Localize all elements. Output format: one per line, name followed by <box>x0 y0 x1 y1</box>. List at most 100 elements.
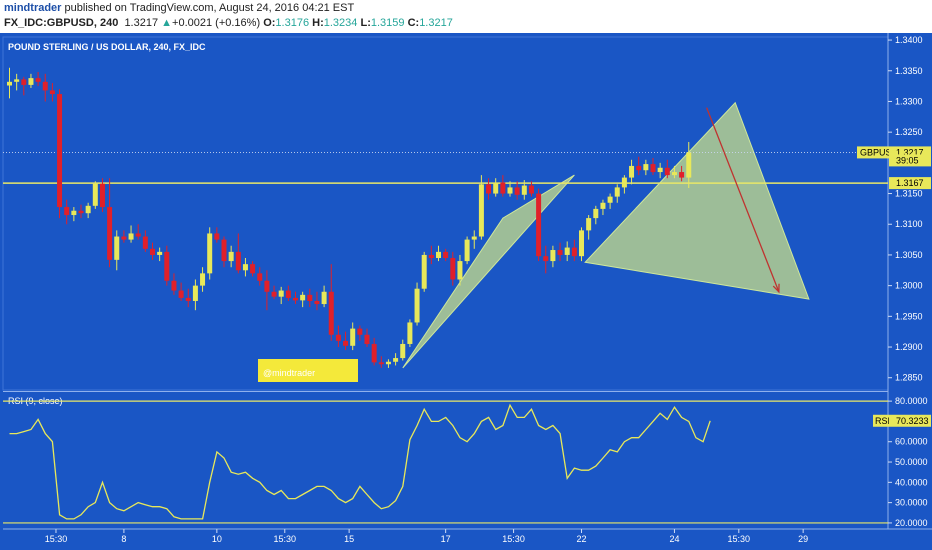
candle-body <box>450 258 456 280</box>
candle-body <box>157 251 163 255</box>
candle-body <box>686 152 692 178</box>
candle-body <box>107 207 113 260</box>
candle-body <box>78 210 84 214</box>
publish-line: mindtrader published on TradingView.com,… <box>4 2 354 14</box>
y-tick-label: 1.3400 <box>895 35 923 45</box>
candle-body <box>185 297 191 301</box>
x-tick-label: 22 <box>576 534 586 544</box>
rsi-tick-label: 80.0000 <box>895 396 928 406</box>
x-tick-label: 24 <box>669 534 679 544</box>
annotation-box[interactable] <box>258 359 358 382</box>
rsi-line[interactable] <box>9 403 711 520</box>
candle-body <box>207 233 213 274</box>
candle-body <box>85 205 91 214</box>
publish-info: published on TradingView.com, August 24,… <box>61 2 355 14</box>
rsi-tag <box>873 414 889 427</box>
author-name[interactable]: mindtrader <box>4 2 62 14</box>
candle-body <box>657 167 663 173</box>
candle-body <box>257 273 263 281</box>
low-value: 1.3159 <box>370 17 405 29</box>
rsi-tick-label: 50.0000 <box>895 457 928 467</box>
x-tick-label: 15 <box>344 534 354 544</box>
candle-body <box>150 248 155 255</box>
price-chart[interactable]: 1.2850 1.2900 1.2950 1.3000 1.3050 1.3100 1.31… <box>0 33 932 550</box>
candle-body <box>128 233 134 240</box>
candle-body <box>42 81 48 91</box>
candle-body <box>293 297 298 301</box>
y-tick-label: 1.3350 <box>895 66 923 76</box>
y-tick-label: 1.3150 <box>895 189 923 199</box>
candle-body <box>664 167 670 176</box>
x-tick-label: 15:30 <box>728 534 751 544</box>
candle-body <box>593 208 599 219</box>
y-tick-label: 1.2950 <box>895 311 923 321</box>
candle-body <box>371 343 377 363</box>
candle-body <box>235 251 241 271</box>
candle-body <box>7 81 12 86</box>
last-price: 1.3217 <box>124 17 159 29</box>
x-tick-label: 15:30 <box>502 534 525 544</box>
candle-body <box>428 254 434 259</box>
chart-header: mindtrader published on TradingView.com,… <box>0 0 932 33</box>
candle-body <box>671 172 677 176</box>
candle-body <box>650 164 656 173</box>
candle-body <box>385 361 391 365</box>
candle-body <box>521 185 527 195</box>
level-price-tag-value: 1.3167 <box>896 178 924 188</box>
open-value: 1.3176 <box>275 17 310 29</box>
candle-body <box>192 285 198 301</box>
candle-body <box>679 172 685 178</box>
candle-body <box>421 254 427 289</box>
last-price-tag-value: 1.3217 <box>896 147 924 157</box>
candle-body <box>407 322 413 344</box>
candle-body <box>579 230 584 257</box>
y-tick-label: 1.3100 <box>895 219 923 229</box>
candle-body <box>335 334 341 341</box>
candle-body <box>14 79 20 82</box>
high-value: 1.3234 <box>323 17 358 29</box>
candle-body <box>285 290 291 298</box>
x-tick-label: 17 <box>441 534 451 544</box>
candle-body <box>171 280 177 291</box>
candle-body <box>393 358 399 362</box>
candle-body <box>557 250 563 255</box>
candle-body <box>536 193 542 257</box>
y-tick-label: 1.2850 <box>895 373 923 383</box>
symbol-label[interactable]: FX_IDC:GBPUSD, 240 <box>4 17 119 29</box>
candle-body <box>28 78 34 85</box>
candle-body <box>400 343 406 359</box>
symbol-tag <box>857 146 889 159</box>
x-tick-label: 10 <box>212 534 222 544</box>
candle-body <box>250 264 256 274</box>
y-tick-label: 1.3000 <box>895 281 923 291</box>
candle-body <box>221 239 227 262</box>
candle-body <box>564 247 570 255</box>
y-tick-label: 1.3050 <box>895 250 923 260</box>
candle-body <box>514 187 520 195</box>
candle-body <box>364 334 370 344</box>
candle-body <box>621 177 627 188</box>
candle-body <box>99 183 105 208</box>
candle-body <box>264 280 270 292</box>
candle-body <box>214 233 220 240</box>
candle-body <box>271 291 277 297</box>
countdown-tag-value: 39:05 <box>896 155 919 165</box>
candle-body <box>200 273 206 286</box>
candle-body <box>114 236 120 260</box>
candle-body <box>571 247 577 257</box>
candle-body <box>493 182 499 194</box>
close-label: C: <box>407 17 420 29</box>
candle-body <box>528 185 534 194</box>
candle-body <box>278 290 284 297</box>
projection-arrow[interactable] <box>706 107 780 293</box>
rsi-tick-label: 40.0000 <box>895 477 928 487</box>
candle-body <box>142 236 148 249</box>
candle-body <box>164 251 170 281</box>
candle-body <box>414 288 420 323</box>
candle-body <box>629 165 635 178</box>
candle-body <box>307 294 313 301</box>
rsi-tag-label: RSI <box>875 416 890 426</box>
candle-body <box>486 184 492 194</box>
rsi-tick-label: 60.0000 <box>895 437 928 447</box>
candle-body <box>300 294 306 301</box>
